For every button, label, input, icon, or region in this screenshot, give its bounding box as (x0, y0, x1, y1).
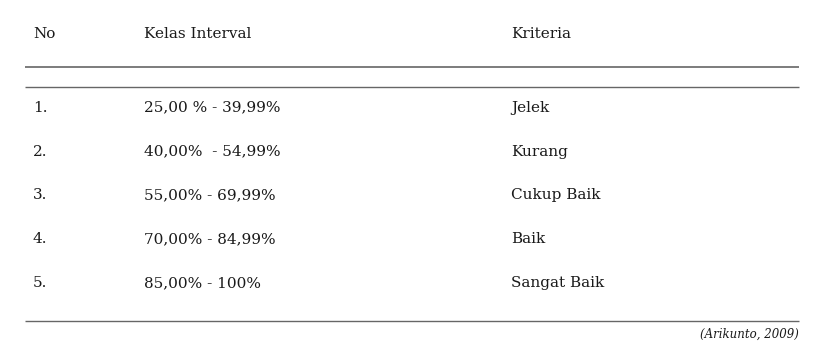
Text: Jelek: Jelek (511, 101, 549, 115)
Text: 1.: 1. (33, 101, 48, 115)
Text: 5.: 5. (33, 276, 47, 290)
Text: 25,00 % - 39,99%: 25,00 % - 39,99% (144, 101, 281, 115)
Text: 3.: 3. (33, 188, 47, 202)
Text: 55,00% - 69,99%: 55,00% - 69,99% (144, 188, 276, 202)
Text: 40,00%  - 54,99%: 40,00% - 54,99% (144, 145, 281, 158)
Text: 4.: 4. (33, 232, 48, 246)
Text: 2.: 2. (33, 145, 48, 158)
Text: Cukup Baik: Cukup Baik (511, 188, 601, 202)
Text: Kurang: Kurang (511, 145, 568, 158)
Text: (Arikunto, 2009): (Arikunto, 2009) (700, 327, 799, 340)
Text: No: No (33, 27, 55, 41)
Text: Kriteria: Kriteria (511, 27, 571, 41)
Text: Sangat Baik: Sangat Baik (511, 276, 604, 290)
Text: Kelas Interval: Kelas Interval (144, 27, 251, 41)
Text: 85,00% - 100%: 85,00% - 100% (144, 276, 261, 290)
Text: Baik: Baik (511, 232, 545, 246)
Text: 70,00% - 84,99%: 70,00% - 84,99% (144, 232, 276, 246)
